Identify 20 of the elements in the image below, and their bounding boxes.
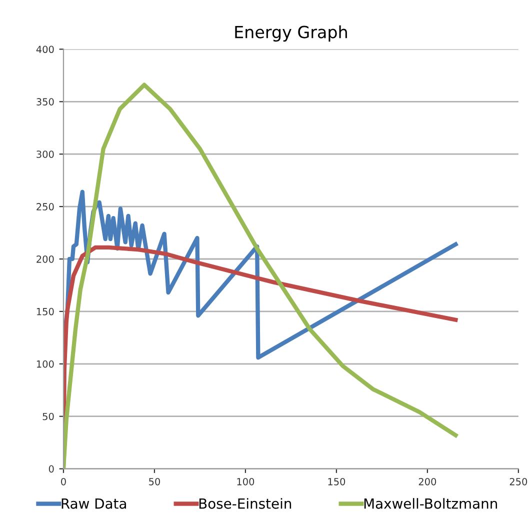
legend-label: Bose-Einstein bbox=[199, 498, 292, 509]
y-tick-label: 200 bbox=[36, 255, 54, 263]
y-tick-label: 0 bbox=[48, 465, 54, 473]
x-tick-label: 250 bbox=[510, 478, 528, 486]
y-tick-label: 250 bbox=[36, 203, 54, 210]
y-tick-label: 100 bbox=[36, 360, 54, 368]
y-tick-label: 300 bbox=[36, 150, 54, 158]
chart-title: Energy Graph bbox=[235, 25, 347, 42]
y-tick-label: 50 bbox=[42, 412, 54, 420]
x-tick-label: 150 bbox=[328, 478, 346, 486]
y-tick-label: 350 bbox=[36, 98, 54, 106]
x-tick-label: 100 bbox=[237, 478, 254, 486]
x-tick-label: 50 bbox=[149, 478, 160, 486]
legend-label: Maxwell-Boltzmann bbox=[364, 498, 497, 509]
legend-label: Raw Data bbox=[62, 498, 126, 509]
y-tick-label: 400 bbox=[36, 46, 54, 54]
y-tick-label: 150 bbox=[36, 308, 54, 316]
x-tick-label: 200 bbox=[418, 478, 436, 486]
x-tick-label: 0 bbox=[61, 478, 66, 486]
line-series bbox=[63, 82, 458, 469]
